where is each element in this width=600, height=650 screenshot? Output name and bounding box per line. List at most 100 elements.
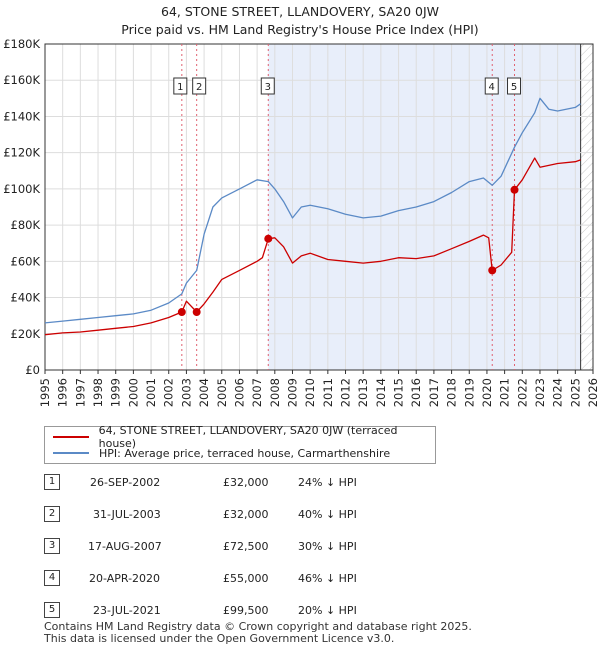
x-tick-label: 2009 xyxy=(285,378,299,407)
y-tick-label: £160K xyxy=(3,73,40,87)
legend-swatch-hpi xyxy=(53,452,89,454)
chart-title: 64, STONE STREET, LLANDOVERY, SA20 0JW xyxy=(161,4,439,19)
x-tick-label: 2003 xyxy=(179,378,193,407)
transaction-point xyxy=(264,234,273,243)
x-tick-label: 2007 xyxy=(250,378,264,407)
price-chart: £0 £20K £40K £60K £80K £100K £120K £140K £160K £1… xyxy=(3,37,600,407)
x-tick-label: 1997 xyxy=(73,378,87,407)
x-tick-label: 2024 xyxy=(551,378,565,407)
plot-border xyxy=(44,43,594,371)
transaction-price: £32,000 xyxy=(223,476,269,489)
transaction-point xyxy=(192,308,201,317)
transaction-hpi: 20% ↓ HPI xyxy=(298,604,357,617)
transaction-label: 3 xyxy=(265,82,271,93)
property-price-line xyxy=(44,157,581,336)
y-tick-label: £20K xyxy=(11,327,41,341)
footer-copyright: Contains HM Land Registry data © Crown c… xyxy=(44,620,472,633)
y-tick-label: £140K xyxy=(3,109,40,123)
transaction-number: 4 xyxy=(44,570,60,586)
transaction-label-box xyxy=(484,77,499,95)
y-tick-label: £80K xyxy=(11,218,41,232)
forecast-hatch xyxy=(580,44,593,370)
transaction-number: 1 xyxy=(44,474,60,490)
x-tick-label: 2017 xyxy=(427,378,441,407)
x-tick-label: 2020 xyxy=(480,378,494,407)
x-tick-label: 2011 xyxy=(321,378,335,407)
transaction-price: £99,500 xyxy=(223,604,269,617)
x-tick-label: 2025 xyxy=(568,378,582,407)
transaction-price: £72,500 xyxy=(223,540,269,553)
table-row: 3 17-AUG-2007 £72,500 30% ↓ HPI xyxy=(44,538,464,556)
transaction-price: £32,000 xyxy=(223,508,269,521)
transaction-date: 17-AUG-2007 xyxy=(88,540,162,553)
footer: Contains HM Land Registry data © Crown c… xyxy=(44,621,472,645)
x-tick-label: 2021 xyxy=(498,378,512,407)
chart-subtitle: Price paid vs. HM Land Registry's House … xyxy=(121,22,479,37)
x-tick-label: 2005 xyxy=(215,378,229,407)
x-tick-label: 2014 xyxy=(374,378,388,407)
table-row: 2 31-JUL-2003 £32,000 40% ↓ HPI xyxy=(44,506,464,524)
x-tick-label: 2016 xyxy=(409,378,423,407)
transaction-price: £55,000 xyxy=(223,572,269,585)
x-tick-label: 1995 xyxy=(38,378,52,407)
transaction-hpi: 30% ↓ HPI xyxy=(298,540,357,553)
transaction-label-box xyxy=(192,77,207,95)
transaction-date: 23-JUL-2021 xyxy=(93,604,161,617)
x-tick-label: 2015 xyxy=(392,378,406,407)
y-tick-label: £180K xyxy=(3,37,40,51)
table-row: 5 23-JUL-2021 £99,500 20% ↓ HPI xyxy=(44,602,464,620)
x-tick-label: 1996 xyxy=(56,378,70,407)
x-tick-label: 2002 xyxy=(162,378,176,407)
legend-swatch-property xyxy=(53,436,89,438)
x-tick-label: 2010 xyxy=(303,378,317,407)
table-row: 1 26-SEP-2002 £32,000 24% ↓ HPI xyxy=(44,474,464,492)
transaction-label: 5 xyxy=(511,82,517,93)
x-tick-label: 2019 xyxy=(462,378,476,407)
transaction-date: 20-APR-2020 xyxy=(89,572,161,585)
legend-item-property: 64, STONE STREET, LLANDOVERY, SA20 0JW (… xyxy=(53,424,435,450)
transaction-label-box xyxy=(173,77,188,95)
transaction-date: 26-SEP-2002 xyxy=(90,476,161,489)
x-tick-label: 2012 xyxy=(339,378,353,407)
transaction-date: 31-JUL-2003 xyxy=(93,508,161,521)
x-tick-label: 2004 xyxy=(197,378,211,407)
shaded-period xyxy=(268,44,581,370)
y-tick-label: £40K xyxy=(11,291,41,305)
y-tick-label: £60K xyxy=(11,254,41,268)
x-tick-label: 2013 xyxy=(356,378,370,407)
x-tick-label: 2000 xyxy=(126,378,140,407)
x-tick-label: 2008 xyxy=(268,378,282,407)
x-tick-label: 2026 xyxy=(586,378,600,407)
transaction-label-box xyxy=(507,77,522,95)
footer-licence: This data is licensed under the Open Gov… xyxy=(44,632,395,645)
x-tick-label: 2023 xyxy=(533,378,547,407)
x-tick-label: 2022 xyxy=(515,378,529,407)
x-tick-label: 2018 xyxy=(445,378,459,407)
y-tick-label: £120K xyxy=(3,146,40,160)
table-row: 4 20-APR-2020 £55,000 46% ↓ HPI xyxy=(44,570,464,588)
transaction-label: 4 xyxy=(489,82,495,93)
y-tick-label: £0 xyxy=(25,363,40,377)
hpi-line xyxy=(44,97,581,324)
legend-label-property: 64, STONE STREET, LLANDOVERY, SA20 0JW (… xyxy=(98,424,398,450)
legend-label-hpi: HPI: Average price, terraced house, Carm… xyxy=(99,446,391,460)
x-tick-label: 2001 xyxy=(144,378,158,407)
transaction-hpi: 40% ↓ HPI xyxy=(298,508,357,521)
transaction-point xyxy=(177,308,186,317)
legend: 64, STONE STREET, LLANDOVERY, SA20 0JW (… xyxy=(44,424,436,464)
transaction-label: 2 xyxy=(196,82,202,93)
x-tick-label: 1999 xyxy=(109,378,123,407)
x-tick-label: 1998 xyxy=(91,378,105,407)
transaction-hpi: 24% ↓ HPI xyxy=(298,476,357,489)
legend-item-hpi: HPI: Average price, terraced house, Carm… xyxy=(53,445,390,461)
transaction-point xyxy=(510,185,519,194)
transaction-label: 1 xyxy=(177,82,183,93)
y-tick-label: £100K xyxy=(3,182,40,196)
x-tick-label: 2006 xyxy=(232,378,246,407)
transaction-point xyxy=(488,266,497,275)
transaction-hpi: 46% ↓ HPI xyxy=(298,572,357,585)
transaction-number: 2 xyxy=(44,506,60,522)
transaction-label-box xyxy=(260,77,275,95)
transaction-number: 3 xyxy=(44,538,60,554)
transaction-number: 5 xyxy=(44,602,60,618)
